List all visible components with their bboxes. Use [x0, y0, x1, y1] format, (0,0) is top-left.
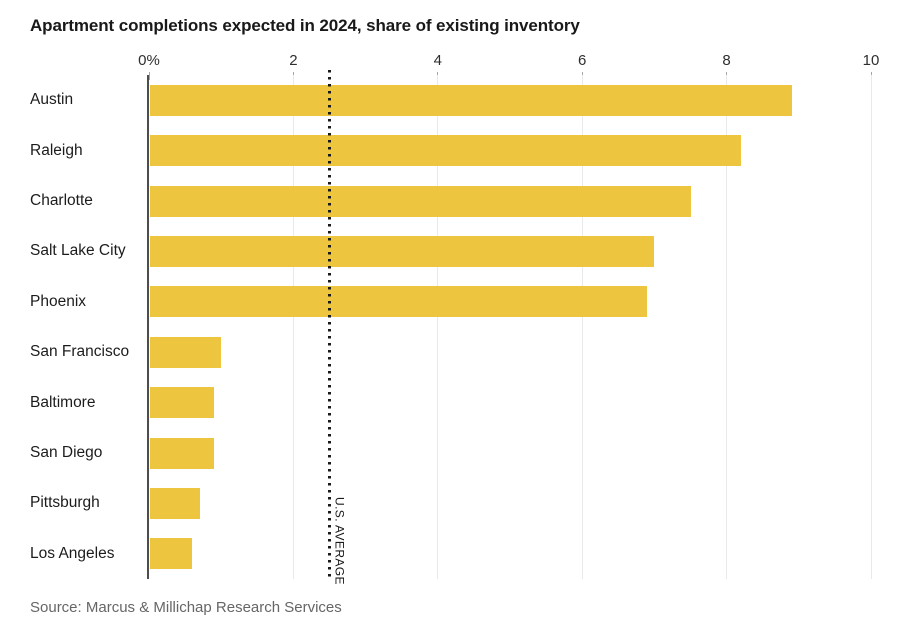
x-gridline: [726, 75, 728, 579]
x-axis-tick-label: 8: [722, 52, 731, 69]
bar-los-angeles: [150, 538, 193, 570]
bar-phoenix: [150, 286, 648, 318]
category-label: Austin: [30, 91, 74, 109]
y-axis-baseline: [147, 75, 149, 579]
bar-charlotte: [150, 185, 691, 217]
bar-austin: [150, 84, 792, 116]
bar-salt-lake-city: [150, 235, 655, 267]
x-axis-tick-label: 2: [289, 52, 298, 69]
bar-pittsburgh: [150, 487, 200, 519]
category-label: Pittsburgh: [30, 494, 100, 512]
x-axis-tick-label: 6: [578, 52, 587, 69]
category-label: Raleigh: [30, 141, 83, 159]
x-axis-tick-label: 0%: [138, 52, 160, 69]
category-label: San Diego: [30, 443, 103, 461]
x-gridline: [870, 75, 872, 579]
category-label: San Francisco: [30, 343, 130, 361]
source-note: Source: Marcus & Millichap Research Serv…: [30, 599, 342, 616]
x-axis-tick-label: 10: [862, 52, 880, 69]
category-label: Phoenix: [30, 292, 87, 310]
bar-san-diego: [150, 437, 214, 469]
x-axis-tick-mark: [148, 72, 150, 80]
chart-title: Apartment completions expected in 2024, …: [30, 16, 580, 35]
x-gridline: [292, 75, 294, 579]
category-label: Charlotte: [30, 191, 93, 209]
category-label: Baltimore: [30, 393, 96, 411]
bar-baltimore: [150, 387, 214, 419]
bar-san-francisco: [150, 336, 222, 368]
bar-raleigh: [150, 135, 742, 167]
category-label: Salt Lake City: [30, 242, 126, 260]
x-gridline: [581, 75, 583, 579]
x-gridline: [437, 75, 439, 579]
us-average-reference-line: [328, 70, 331, 580]
us-average-label: U.S. AVERAGE: [332, 497, 347, 585]
category-label: Los Angeles: [30, 544, 115, 562]
x-axis-tick-label: 4: [433, 52, 442, 69]
